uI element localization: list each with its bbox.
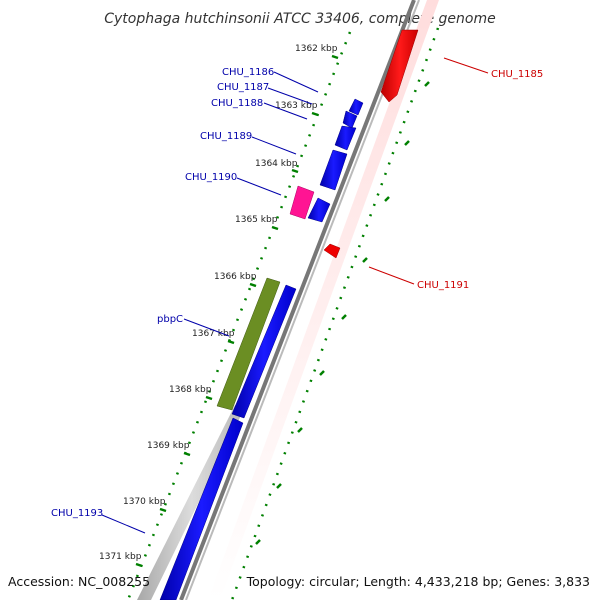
right-ring-major-ticks [255, 81, 430, 545]
inner-scale-ring-right [230, 27, 440, 600]
gene-label-chu-1190[interactable]: CHU_1190 [185, 172, 237, 183]
kbp-label-1363: 1363 kbp [275, 101, 318, 111]
leader-chu-1189 [251, 136, 297, 155]
gene-label-chu-1187[interactable]: CHU_1187 [217, 82, 269, 93]
leader-chu-1190 [236, 177, 282, 196]
leader-pbpc [183, 318, 230, 337]
gc-content-track [208, 0, 439, 600]
kbp-label-1367: 1367 kbp [192, 329, 235, 339]
leader-chu-1193 [101, 514, 146, 534]
gene-label-chu-1185[interactable]: CHU_1185 [491, 69, 543, 80]
gene-feature-chu-1185[interactable] [380, 29, 419, 103]
kbp-tick-labels: 1362 kbp 1363 kbp 1364 kbp 1365 kbp 1366… [99, 44, 338, 562]
kbp-label-1365: 1365 kbp [235, 215, 278, 225]
kbp-label-1368: 1368 kbp [169, 385, 212, 395]
kbp-label-1366: 1366 kbp [214, 272, 257, 282]
gene-label-chu-1189[interactable]: CHU_1189 [200, 131, 252, 142]
genome-summary-label: Topology: circular; Length: 4,433,218 bp… [246, 574, 590, 589]
genome-backbone-inner [185, 0, 420, 600]
map-title: Cytophaga hutchinsonii ATCC 33406, compl… [104, 11, 495, 27]
gene-feature-pbpc[interactable] [231, 284, 297, 419]
accession-label: Accession: NC_008255 [8, 574, 151, 589]
leader-chu-1188 [263, 102, 308, 120]
leader-chu-1185 [443, 57, 489, 74]
gene-feature-chu-1186[interactable] [348, 98, 364, 116]
gene-feature-chu-1190[interactable] [307, 197, 331, 223]
kbp-label-1370: 1370 kbp [123, 497, 166, 507]
gene-feature-chu-1193[interactable] [159, 417, 244, 600]
gene-labels: CHU_1185 CHU_1186 CHU_1187 CHU_1188 CHU_… [51, 57, 543, 534]
genome-backbone-outer [179, 0, 416, 600]
gene-label-chu-1186[interactable]: CHU_1186 [222, 67, 274, 78]
leader-chu-1187 [267, 87, 313, 105]
kbp-label-1369: 1369 kbp [147, 441, 190, 451]
gene-feature-chu-1189[interactable] [319, 149, 348, 191]
gene-feature-chu-1188[interactable] [334, 125, 357, 151]
rna-feature-magenta[interactable] [289, 185, 315, 220]
kbp-label-1364: 1364 kbp [255, 159, 298, 169]
leader-chu-1191 [368, 266, 415, 285]
gene-label-chu-1193[interactable]: CHU_1193 [51, 508, 103, 519]
kbp-label-1371: 1371 kbp [99, 552, 142, 562]
gene-label-pbpc[interactable]: pbpC [157, 314, 183, 325]
leader-chu-1186 [273, 71, 319, 93]
gene-label-chu-1191[interactable]: CHU_1191 [417, 280, 469, 291]
pbp-olive-feature[interactable] [216, 277, 281, 411]
left-ring-major-ticks [135, 54, 339, 568]
kbp-label-1362: 1362 kbp [295, 44, 338, 54]
gene-feature-chu-1191[interactable] [323, 243, 341, 259]
gene-label-chu-1188[interactable]: CHU_1188 [211, 98, 263, 109]
